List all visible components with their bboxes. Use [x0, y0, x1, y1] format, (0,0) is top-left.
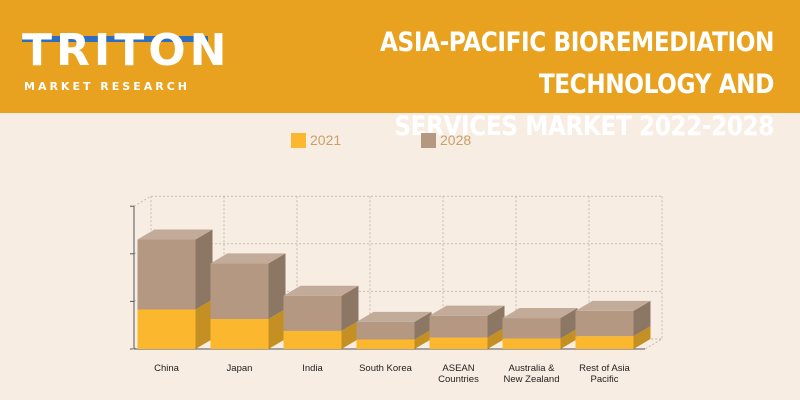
bar-2021-side-2: [341, 320, 359, 349]
x-tick-label-line: ASEAN: [442, 363, 474, 374]
x-tick-label-line: India: [302, 363, 323, 374]
logo-accent-bar: [22, 36, 208, 42]
legend-swatch-2021: [291, 132, 306, 148]
bar-2028-front-2: [283, 295, 342, 331]
x-tick-label-line: Rest of Asia: [579, 363, 630, 374]
x-tick-label-line: New Zealand: [504, 374, 560, 385]
x-tick-label-2: India: [302, 363, 323, 374]
bar-2021-front-5: [502, 338, 561, 349]
logo-subtitle: MARKET RESEARCH: [24, 80, 190, 93]
bar-2028-side-5: [560, 308, 578, 339]
bar-2021-side-5: [560, 328, 578, 349]
chart-legend: 2021 2028: [0, 128, 800, 152]
bar-2021-side-4: [487, 327, 505, 349]
bar-2028-side-1: [268, 253, 286, 320]
triton-logo[interactable]: TRITON MARKET RESEARCH: [22, 26, 227, 98]
bar-2021-front-0: [137, 309, 196, 349]
x-tick-label-line: Australia &: [509, 363, 556, 374]
bar-2028-front-6: [575, 310, 634, 337]
gridline-side-3: [133, 195, 152, 207]
bar-2021-side-6: [633, 326, 651, 349]
bar-2021-front-2: [283, 330, 342, 349]
x-tick-label-line: China: [154, 363, 180, 374]
x-tick-label-4: ASEAN Countries: [438, 363, 479, 385]
bar-2021-side-0: [195, 299, 213, 349]
bar-2021-front-1: [210, 319, 269, 349]
bar-2021-side-3: [414, 329, 432, 349]
legend-swatch-2028: [421, 132, 436, 148]
bar-2021-front-3: [356, 339, 415, 349]
bar-2028-top-6: [575, 300, 651, 311]
x-tick-label-line: Pacific: [591, 374, 619, 385]
bar-2028-front-5: [502, 318, 561, 339]
title-line-1: ASIA-PACIFIC BIOREMEDIATION TECHNOLOGY A…: [379, 27, 774, 100]
bar-2028-front-4: [429, 315, 488, 338]
bar-2028-top-3: [356, 311, 432, 322]
bar-2028-front-3: [356, 321, 415, 340]
bar-2028-front-1: [210, 263, 269, 320]
header-banner: TRITON MARKET RESEARCH ASIA-PACIFIC BIOR…: [0, 0, 800, 142]
bar-2028-top-2: [283, 285, 359, 296]
bar-2028-top-5: [502, 308, 578, 319]
bar-2028-side-0: [195, 229, 213, 310]
x-tick-label-1: Japan: [227, 363, 253, 374]
bar-2021-side-1: [268, 309, 286, 349]
x-tick-label-6: Rest of Asia Pacific: [579, 363, 630, 385]
x-tick-label-line: South Korea: [359, 363, 413, 374]
bar-2028-side-6: [633, 300, 651, 337]
legend-label-2021: 2021: [310, 132, 342, 148]
bar-2028-top-4: [429, 305, 505, 316]
x-tick-label-0: China: [154, 363, 180, 374]
bar-2028-front-0: [137, 239, 196, 310]
bar-2021-front-4: [429, 337, 488, 349]
legend-item-2021: 2021: [291, 132, 341, 148]
bar-2021-front-6: [575, 336, 634, 349]
title-line-2: SERVICES MARKET 2022-2028: [394, 111, 774, 142]
bar-chart: China Japan India South Korea ASEAN Countries…: [130, 195, 664, 385]
x-tick-label-5: Australia & New Zealand: [504, 363, 560, 385]
logo-wordmark: TRITON: [22, 25, 231, 76]
x-tick-label-3: South Korea: [359, 363, 413, 374]
legend-item-2028: 2028: [421, 132, 471, 148]
bar-2028-side-4: [487, 305, 505, 338]
bar-2028-top-0: [137, 229, 213, 240]
x-tick-label-line: Japan: [227, 363, 253, 374]
page-title: ASIA-PACIFIC BIOREMEDIATION TECHNOLOGY A…: [292, 22, 774, 148]
bar-2028-side-3: [414, 311, 432, 340]
legend-label-2028: 2028: [440, 132, 472, 148]
bar-2028-side-2: [341, 285, 359, 331]
x-tick-label-line: Countries: [438, 374, 479, 385]
bar-2028-top-1: [210, 253, 286, 264]
